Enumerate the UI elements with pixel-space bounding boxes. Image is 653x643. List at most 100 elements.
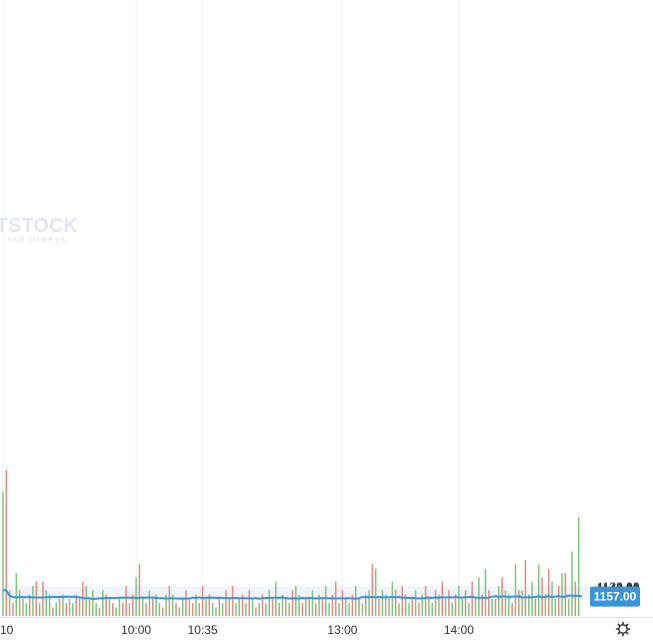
volume-bar — [301, 603, 304, 616]
volume-bar — [291, 590, 294, 616]
volume-bar — [125, 585, 127, 616]
settings-icon[interactable] — [615, 621, 631, 637]
volume-bar — [318, 594, 320, 616]
volume-bar — [231, 585, 234, 616]
volume-bar — [102, 590, 104, 616]
volume-bar — [205, 598, 207, 616]
volume-bar — [404, 594, 407, 616]
volume-bar — [331, 594, 334, 616]
volume-bar — [52, 607, 54, 616]
volume-bar — [118, 598, 121, 616]
volume-bar — [414, 590, 417, 616]
volume-bar — [325, 585, 327, 616]
volume-bar — [567, 598, 570, 616]
volume-bar — [198, 603, 201, 616]
volume-bar — [428, 598, 430, 616]
volume-bar — [351, 594, 354, 616]
volume-bar — [481, 594, 483, 616]
volume-bar — [161, 607, 164, 616]
volume-bar — [438, 594, 440, 616]
volume-bar — [478, 577, 480, 616]
volume-bar — [55, 603, 57, 616]
volume-bar — [454, 594, 457, 616]
volume-bar — [528, 594, 530, 616]
volume-bar — [258, 603, 260, 616]
volume-bar — [394, 590, 397, 616]
watermark: TSTOCK ssb always — [0, 215, 78, 244]
watermark-subtext: ssb always — [8, 235, 67, 244]
volume-bar — [78, 598, 81, 616]
volume-bar — [504, 590, 507, 616]
volume-bar — [448, 590, 450, 616]
volume-bar — [132, 594, 134, 616]
volume-bar — [165, 594, 167, 616]
volume-bar — [42, 581, 44, 616]
volume-bar — [564, 573, 567, 616]
volume-bar — [358, 598, 360, 616]
volume-bar — [28, 594, 31, 616]
volume-bar — [135, 577, 137, 616]
volume-bar — [168, 585, 171, 616]
volume-bar — [112, 603, 114, 616]
volume-bar — [348, 603, 350, 616]
volume-bar — [75, 594, 77, 616]
volume-bar — [305, 598, 307, 616]
volume-bar — [364, 594, 367, 616]
volume-bar — [62, 594, 64, 616]
volume-bar — [2, 491, 4, 616]
volume-bar — [537, 564, 540, 616]
volume-bar — [341, 590, 344, 616]
volume-bar — [444, 598, 447, 616]
volume-bar — [411, 598, 414, 616]
volume-bar — [115, 607, 117, 616]
volume-bar — [468, 603, 470, 616]
volume-bar — [557, 585, 560, 616]
volume-bar — [354, 585, 357, 616]
volume-bar — [148, 590, 151, 616]
volume-bar — [8, 590, 11, 616]
volume-bar — [328, 603, 330, 616]
volume-bar — [421, 594, 424, 616]
volume-bar — [315, 603, 317, 616]
volume-bar — [185, 590, 187, 616]
volume-bar — [458, 585, 460, 616]
volume-bar — [25, 603, 28, 616]
volume-bar — [321, 598, 324, 616]
volume-bar — [218, 598, 221, 616]
x-tick-label: 10:00 — [121, 623, 151, 637]
volume-bar — [5, 470, 8, 616]
volume-bar — [378, 598, 380, 616]
volume-bar — [245, 603, 247, 616]
volume-bar — [531, 581, 533, 616]
volume-bar — [547, 568, 550, 616]
current-price-badge — [590, 586, 640, 607]
volume-bar — [72, 603, 74, 616]
volume-bar — [38, 603, 41, 616]
volume-bar — [344, 598, 347, 616]
volume-bar — [431, 603, 434, 616]
volume-bar — [211, 603, 214, 616]
volume-bar — [571, 551, 573, 616]
volume-bar — [95, 603, 97, 616]
x-tick-label: 10:35 — [188, 623, 218, 637]
volume-bar — [518, 590, 520, 616]
current-price-label: 1157.00 — [590, 586, 640, 607]
volume-bar — [521, 590, 523, 616]
volume-bar — [255, 607, 257, 616]
volume-bar — [418, 603, 420, 616]
volume-bar — [22, 598, 24, 616]
volume-bar — [195, 594, 197, 616]
volume-bar — [577, 517, 580, 616]
x-axis: 10 10:00 10:35 13:00 14:00 — [0, 623, 474, 637]
volume-bar — [12, 603, 14, 616]
volume-bar — [221, 603, 224, 616]
volume-bar — [201, 585, 204, 616]
volume-bar — [251, 598, 254, 616]
volume-bar — [371, 564, 374, 616]
volume-bar — [491, 598, 493, 616]
volume-bar — [181, 598, 184, 616]
volume-bar — [142, 598, 144, 616]
volume-bar — [92, 590, 94, 616]
volume-bar — [128, 603, 131, 616]
volume-bar — [145, 603, 147, 616]
